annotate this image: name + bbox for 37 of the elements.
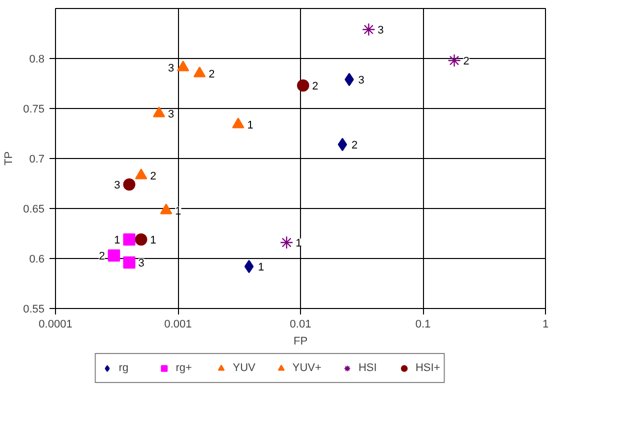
x-axis-title: FP: [293, 336, 308, 348]
annotation: 3: [168, 108, 174, 120]
x-tick-label: 0.001: [164, 318, 192, 330]
y-tick-label: 0.55: [23, 304, 45, 316]
y-tick-label: 0.6: [29, 254, 45, 266]
annotation: 2: [98, 250, 105, 262]
annotation: 2: [351, 140, 358, 152]
legend-label: HSI: [358, 362, 378, 374]
annotation: 3: [358, 74, 364, 86]
legend-label: YUV+: [292, 362, 322, 374]
annotation: 1: [258, 262, 264, 274]
x-tick-label: 0.1: [415, 318, 431, 330]
annotation: 1: [296, 238, 302, 250]
y-tick-label: 0.65: [23, 204, 45, 216]
annotation: 1: [175, 206, 182, 218]
y-axis-title: TP: [3, 151, 16, 166]
annotation: 3: [168, 62, 174, 74]
annotation: 1: [150, 234, 156, 246]
annotation: 3: [378, 24, 384, 36]
annotation: 3: [114, 180, 120, 192]
y-tick-label: 0.8: [29, 54, 45, 66]
annotation: 1: [114, 234, 120, 246]
legend-label: HSI+: [415, 362, 440, 374]
legend-label: rg+: [176, 362, 193, 374]
x-tick-label: 1: [542, 318, 549, 330]
annotation: 2: [150, 170, 156, 182]
annotation: 1: [247, 120, 254, 132]
y-tick-label: 0.7: [29, 154, 45, 166]
y-tick-label: 0.75: [23, 104, 45, 116]
annotation: 2: [463, 56, 470, 68]
annotation: 2: [208, 68, 215, 80]
x-tick-label: 0.0001: [38, 318, 72, 330]
x-tick-label: 0.01: [290, 318, 312, 330]
legend-label: rg: [118, 362, 130, 374]
legend-label: YUV: [232, 362, 256, 374]
annotation: 3: [138, 258, 144, 270]
annotation: 2: [312, 80, 318, 92]
